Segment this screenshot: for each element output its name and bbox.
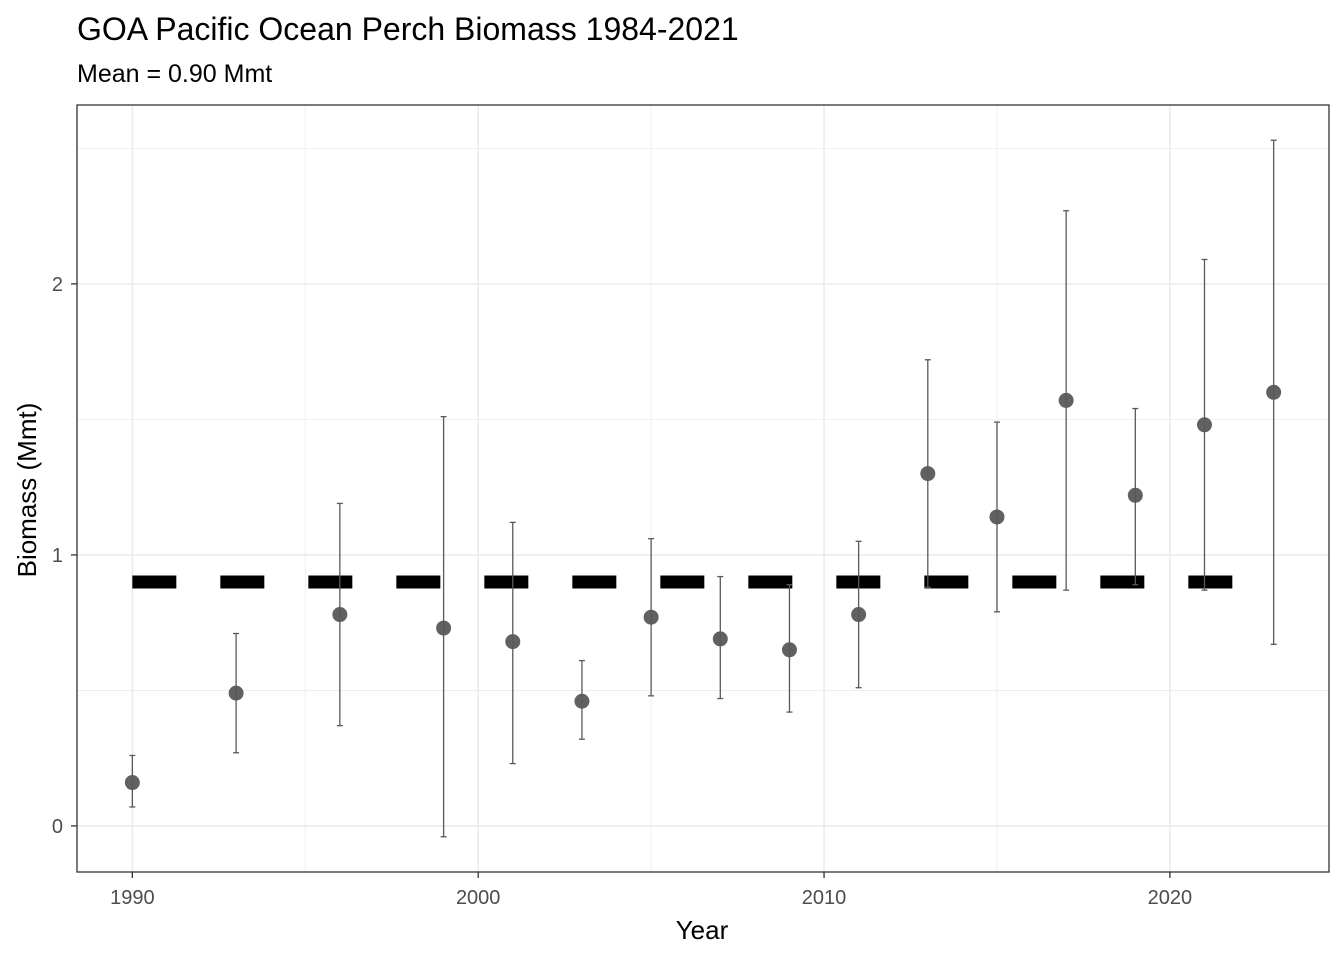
data-point [1058,392,1074,408]
data-point [920,466,936,482]
x-axis-title: Year [676,915,729,945]
x-tick-label: 2020 [1148,887,1193,909]
data-point [124,775,140,791]
y-tick-label: 1 [52,545,63,567]
data-point [505,634,521,650]
data-point [989,509,1005,525]
x-tick-label: 1990 [110,887,155,909]
data-point [332,607,348,623]
data-point [712,631,728,647]
data-point [1196,417,1212,433]
x-tick-label: 2000 [456,887,501,909]
error-bars [129,139,1277,838]
y-tick-label: 2 [52,274,63,296]
data-point [436,620,452,636]
panel-border [76,104,1330,873]
x-tick-label: 2010 [802,887,847,909]
data-point [228,685,244,701]
data-point [1266,384,1282,400]
chart-title: GOA Pacific Ocean Perch Biomass 1984-202… [77,11,739,47]
data-points [124,384,1282,791]
grid-lines [77,105,1329,872]
data-point [1127,487,1143,503]
axes: 1990 2000 2010 2020 0 1 2 [52,274,1192,909]
y-axis-title: Biomass (Mmt) [12,403,42,578]
data-point [643,609,659,625]
y-tick-label: 0 [52,816,63,838]
data-point [574,693,590,709]
chart-subtitle: Mean = 0.90 Mmt [77,60,273,88]
data-point [781,642,797,658]
data-point [851,607,867,623]
